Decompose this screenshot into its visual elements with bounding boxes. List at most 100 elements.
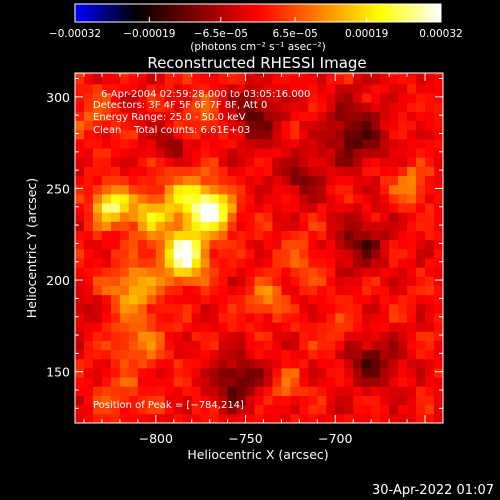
heatmap-cell bbox=[308, 313, 318, 323]
heatmap-cell bbox=[155, 331, 166, 341]
heatmap-cell bbox=[92, 221, 103, 231]
heatmap-cell bbox=[200, 166, 211, 177]
heatmap-cell bbox=[425, 157, 435, 167]
heatmap-cell bbox=[362, 377, 372, 387]
heatmap-cell bbox=[182, 129, 193, 140]
colorbar-tick-label: 6.5e−05 bbox=[273, 28, 318, 40]
heatmap-cell bbox=[209, 386, 220, 396]
heatmap-cell bbox=[101, 148, 112, 158]
heatmap-cell bbox=[407, 248, 417, 259]
heatmap-cell bbox=[335, 267, 345, 277]
heatmap-cell bbox=[110, 212, 121, 222]
heatmap-cell bbox=[290, 102, 300, 112]
heatmap-cell bbox=[398, 395, 408, 406]
heatmap-cell bbox=[290, 340, 300, 351]
heatmap-cell bbox=[182, 239, 193, 250]
heatmap-cell bbox=[290, 239, 300, 250]
heatmap-cell bbox=[425, 102, 435, 112]
colorbar-tick-label: −0.00019 bbox=[123, 28, 175, 40]
heatmap-cell bbox=[164, 386, 175, 396]
heatmap-cell bbox=[389, 230, 399, 241]
heatmap-cell bbox=[416, 175, 426, 186]
heatmap-cell bbox=[119, 331, 130, 341]
heatmap-cell bbox=[182, 285, 193, 296]
heatmap-cell bbox=[236, 138, 246, 149]
heatmap-cell bbox=[308, 349, 318, 360]
heatmap-cell bbox=[173, 322, 184, 332]
heatmap-cell bbox=[434, 175, 444, 186]
heatmap-cell bbox=[326, 340, 336, 351]
heatmap-cell bbox=[272, 166, 282, 177]
heatmap-cell bbox=[92, 386, 103, 396]
heatmap-cell bbox=[254, 404, 264, 415]
heatmap-cell bbox=[380, 331, 390, 341]
heatmap-cell bbox=[182, 276, 193, 286]
heatmap-cell bbox=[110, 349, 121, 360]
heatmap-cell bbox=[308, 230, 318, 241]
heatmap-cell bbox=[236, 175, 246, 186]
heatmap-cell bbox=[146, 157, 157, 167]
heatmap-cell bbox=[164, 73, 175, 76]
heatmap-cell bbox=[272, 322, 282, 332]
heatmap-cell bbox=[344, 148, 354, 158]
heatmap-cell bbox=[326, 120, 336, 131]
heatmap-cell bbox=[236, 276, 246, 286]
heatmap-cell bbox=[371, 157, 381, 167]
heatmap-cell bbox=[218, 221, 228, 231]
heatmap-cell bbox=[425, 120, 435, 131]
heatmap-cell bbox=[389, 138, 399, 149]
heatmap-cell bbox=[227, 294, 237, 305]
heatmap-cell bbox=[164, 212, 175, 222]
heatmap-cell bbox=[434, 129, 444, 140]
heatmap-cell bbox=[362, 239, 372, 250]
heatmap-cell bbox=[371, 294, 381, 305]
heatmap-cell bbox=[362, 93, 372, 103]
heatmap-cell bbox=[110, 358, 121, 369]
heatmap-cell bbox=[128, 193, 139, 204]
heatmap-cell bbox=[146, 73, 157, 76]
heatmap-cell bbox=[236, 313, 246, 323]
heatmap-cell bbox=[254, 313, 264, 323]
heatmap-cell bbox=[380, 230, 390, 241]
heatmap-cell bbox=[155, 148, 166, 158]
heatmap-cell bbox=[299, 276, 309, 286]
heatmap-cell bbox=[173, 285, 184, 296]
heatmap-cell bbox=[182, 157, 193, 167]
heatmap-cell bbox=[272, 395, 282, 406]
heatmap-cell bbox=[236, 258, 246, 268]
heatmap-cell bbox=[137, 276, 148, 286]
heatmap-cell bbox=[83, 340, 94, 351]
heatmap-cell bbox=[182, 303, 193, 314]
heatmap-cell bbox=[326, 193, 336, 204]
heatmap-cell bbox=[119, 377, 130, 387]
heatmap-cell bbox=[128, 212, 139, 222]
heatmap-cell bbox=[434, 258, 444, 268]
heatmap-cell bbox=[308, 303, 318, 314]
heatmap-cell bbox=[119, 148, 130, 158]
heatmap-cell bbox=[75, 230, 85, 241]
heatmap-cell bbox=[200, 102, 211, 112]
heatmap-cell bbox=[218, 184, 228, 195]
heatmap-cell bbox=[308, 358, 318, 369]
heatmap-cell bbox=[83, 386, 94, 396]
heatmap-cell bbox=[326, 230, 336, 241]
heatmap-cell bbox=[380, 358, 390, 369]
heatmap-cell bbox=[308, 294, 318, 305]
heatmap-cell bbox=[344, 248, 354, 259]
heatmap-cell bbox=[290, 413, 300, 424]
heatmap-cell bbox=[317, 368, 327, 378]
heatmap-cell bbox=[110, 83, 121, 94]
heatmap-cell bbox=[299, 93, 309, 103]
heatmap-cell bbox=[227, 368, 237, 378]
heatmap-cell bbox=[119, 111, 130, 122]
heatmap-cell bbox=[281, 248, 291, 259]
heatmap-cell bbox=[398, 73, 408, 76]
heatmap-cell bbox=[434, 83, 444, 94]
heatmap-cell bbox=[416, 276, 426, 286]
heatmap-cell bbox=[101, 267, 112, 277]
heatmap-cell bbox=[434, 404, 444, 415]
heatmap-cell bbox=[380, 93, 390, 103]
heatmap-cell bbox=[389, 395, 399, 406]
heatmap-cell bbox=[182, 377, 193, 387]
heatmap-cell bbox=[371, 138, 381, 149]
